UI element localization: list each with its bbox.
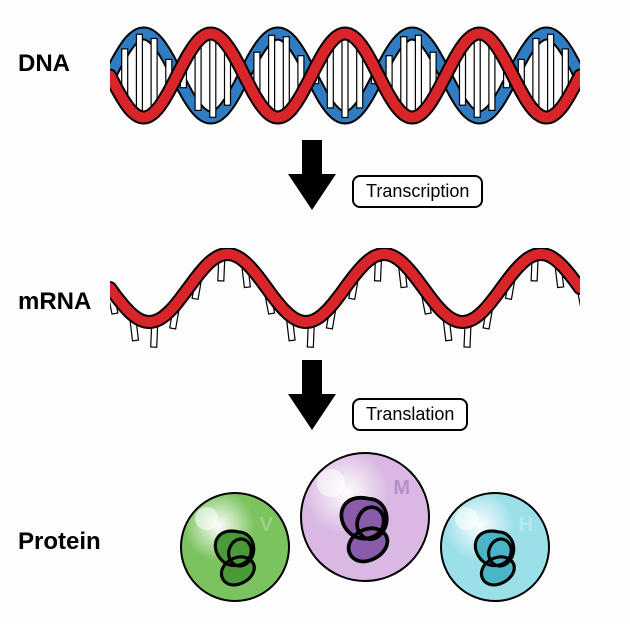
arrow-translation (288, 360, 336, 430)
dna-double-helix (110, 18, 580, 133)
box-transcription: Transcription (352, 175, 483, 208)
box-translation: Translation (352, 398, 468, 431)
label-dna: DNA (18, 50, 70, 78)
label-protein: Protein (18, 528, 101, 556)
arrow-transcription (288, 140, 336, 210)
protein-m-letter: M (393, 477, 410, 500)
protein-h-letter: H (519, 514, 533, 537)
protein-m: M (300, 452, 430, 582)
protein-h: H (440, 492, 550, 602)
mrna-single-strand (110, 248, 580, 348)
label-mrna: mRNA (18, 288, 91, 316)
protein-v-letter: V (260, 514, 273, 537)
protein-v: V (180, 492, 290, 602)
